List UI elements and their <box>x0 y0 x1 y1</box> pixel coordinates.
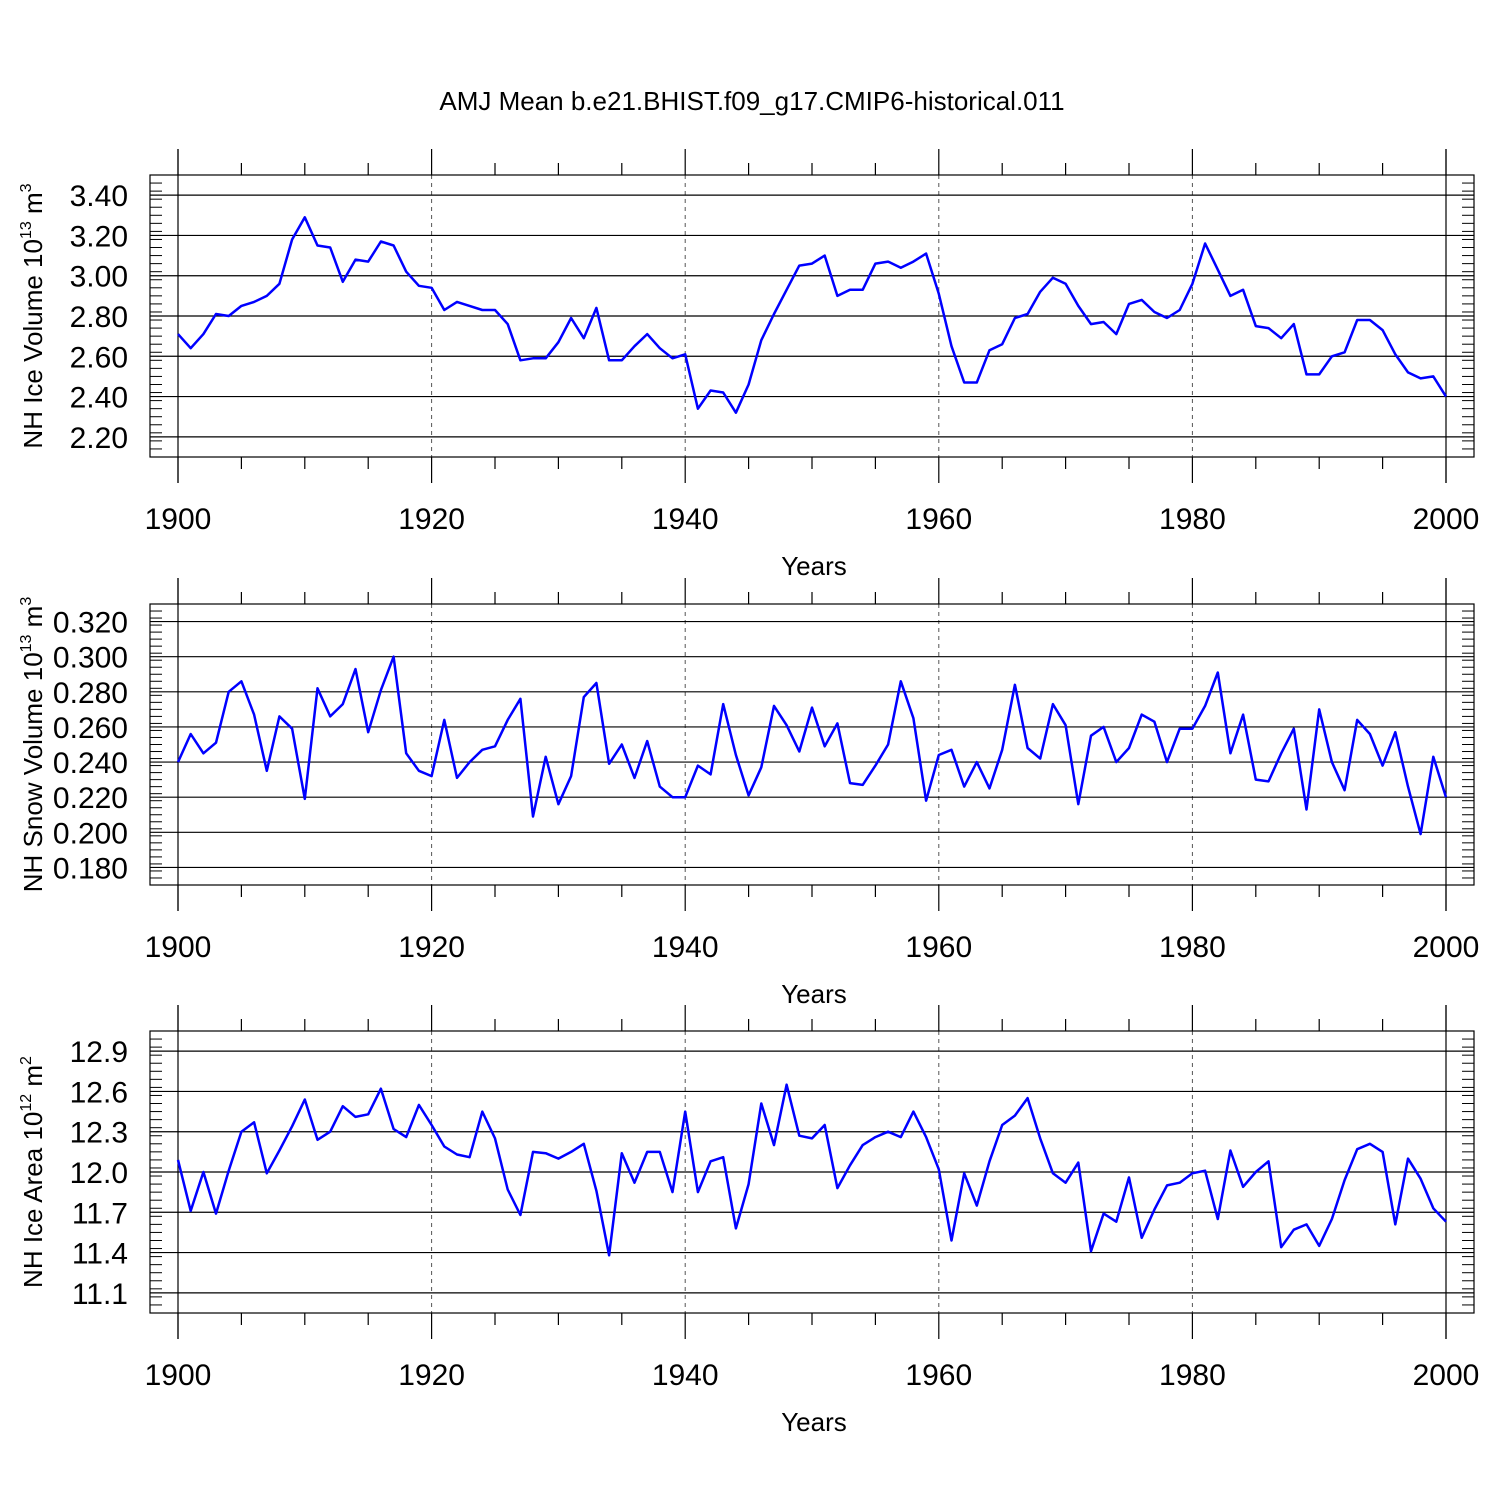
x-tick-label: 2000 <box>1413 1359 1480 1392</box>
y-tick-label: 2.20 <box>70 422 128 455</box>
x-tick-label: 1960 <box>905 1359 972 1392</box>
x-tick-label: 1940 <box>652 931 719 964</box>
y-tick-label: 0.300 <box>53 642 128 675</box>
x-tick-label: 1940 <box>652 1359 719 1392</box>
x-tick-label: 1960 <box>905 931 972 964</box>
y-tick-label: 2.60 <box>70 341 128 374</box>
y-tick-label: 0.180 <box>53 852 128 885</box>
y-tick-label: 0.200 <box>53 817 128 850</box>
x-tick-label: 1980 <box>1159 503 1226 536</box>
x-tick-label: 1900 <box>145 931 212 964</box>
y-tick-label: 0.280 <box>53 677 128 710</box>
y-tick-label: 12.3 <box>70 1117 128 1150</box>
chart-panel-2: 0.1800.2000.2200.2400.2600.2800.3000.320… <box>18 578 1479 1009</box>
y-tick-label: 0.220 <box>53 782 128 815</box>
series-line <box>176 655 1448 836</box>
y-tick-label: 11.7 <box>72 1197 128 1230</box>
y-tick-label: 2.40 <box>70 382 128 415</box>
series-line <box>176 1083 1447 1257</box>
chart-title: AMJ Mean b.e21.BHIST.f09_g17.CMIP6-histo… <box>439 86 1064 116</box>
x-tick-label: 1980 <box>1159 931 1226 964</box>
chart-panel-1: 2.20 2.40 2.60 2.80 3.00 3.20 3.40 1900 1920 1940… <box>18 149 1479 581</box>
y-tick-label: 3.00 <box>70 261 128 294</box>
y-tick-label: 0.320 <box>53 607 128 640</box>
plot-frame <box>149 603 1475 886</box>
x-tick-label: 1960 <box>905 503 972 536</box>
series-line <box>177 216 1448 414</box>
x-tick-label: 1900 <box>145 503 212 536</box>
x-tick-label: 1900 <box>145 1359 212 1392</box>
y-tick-label: 12.9 <box>70 1036 128 1069</box>
y-tick-label: 12.0 <box>70 1157 128 1190</box>
x-tick-label: 1920 <box>398 503 465 536</box>
y-tick-label: 2.80 <box>70 301 128 334</box>
y-tick-label: 0.240 <box>53 747 128 780</box>
x-tick-label: 2000 <box>1413 503 1480 536</box>
x-axis-label: Years <box>781 979 847 1009</box>
panels: 2.20 2.40 2.60 2.80 3.00 3.20 3.40 1900 1920 1940… <box>18 149 1479 1437</box>
x-tick-label: 1920 <box>398 931 465 964</box>
x-axis-label: Years <box>781 1407 847 1437</box>
y-tick-label: 11.4 <box>72 1238 128 1271</box>
chart-panel-3: 11.1 11.4 11.7 12.0 12.3 12.6 12.9 1900 1920 1940… <box>18 1005 1479 1437</box>
y-tick-label: 11.1 <box>72 1278 128 1311</box>
y-tick-label: 0.260 <box>53 712 128 745</box>
y-axis-label: NH Ice Area 1012 m2 <box>18 1056 48 1288</box>
x-tick-label: 1920 <box>398 1359 465 1392</box>
y-tick-label: 3.40 <box>70 180 128 213</box>
x-tick-label: 1940 <box>652 503 719 536</box>
x-tick-label: 2000 <box>1413 931 1480 964</box>
y-axis-label: NH Ice Volume 1013 m3 <box>18 183 48 448</box>
x-tick-label: 1980 <box>1159 1359 1226 1392</box>
y-tick-label: 3.20 <box>70 220 128 253</box>
y-tick-label: 12.6 <box>70 1076 128 1109</box>
x-axis-label: Years <box>781 551 847 581</box>
y-axis-label: NH Snow Volume 1013 m3 <box>18 597 48 893</box>
